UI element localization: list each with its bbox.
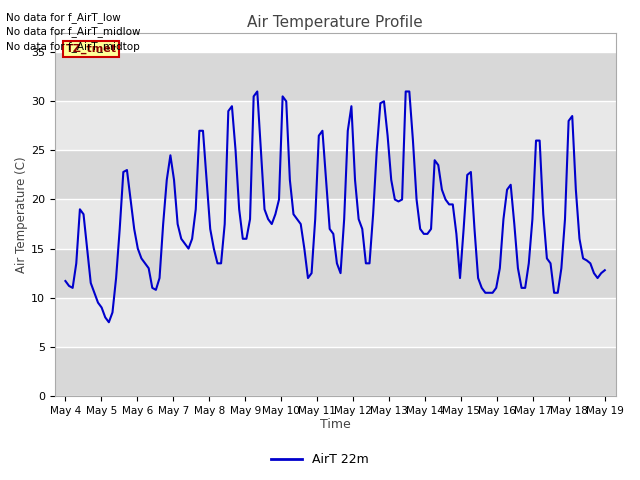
Y-axis label: Air Temperature (C): Air Temperature (C) <box>15 156 28 273</box>
Bar <box>54 347 616 396</box>
Legend: AirT 22m: AirT 22m <box>266 448 374 471</box>
Text: No data for f_AirT_midtop: No data for f_AirT_midtop <box>6 41 140 52</box>
Bar <box>54 101 616 150</box>
Text: No data for f_AirT_low: No data for f_AirT_low <box>6 12 121 23</box>
Text: No data for f_AirT_midlow: No data for f_AirT_midlow <box>6 26 141 37</box>
Bar <box>54 150 616 200</box>
Bar <box>54 298 616 347</box>
Bar <box>54 249 616 298</box>
Title: Air Temperature Profile: Air Temperature Profile <box>247 15 423 30</box>
Text: TZ_tmet: TZ_tmet <box>65 44 116 54</box>
Bar <box>54 200 616 249</box>
Bar <box>54 52 616 101</box>
X-axis label: Time: Time <box>320 419 351 432</box>
